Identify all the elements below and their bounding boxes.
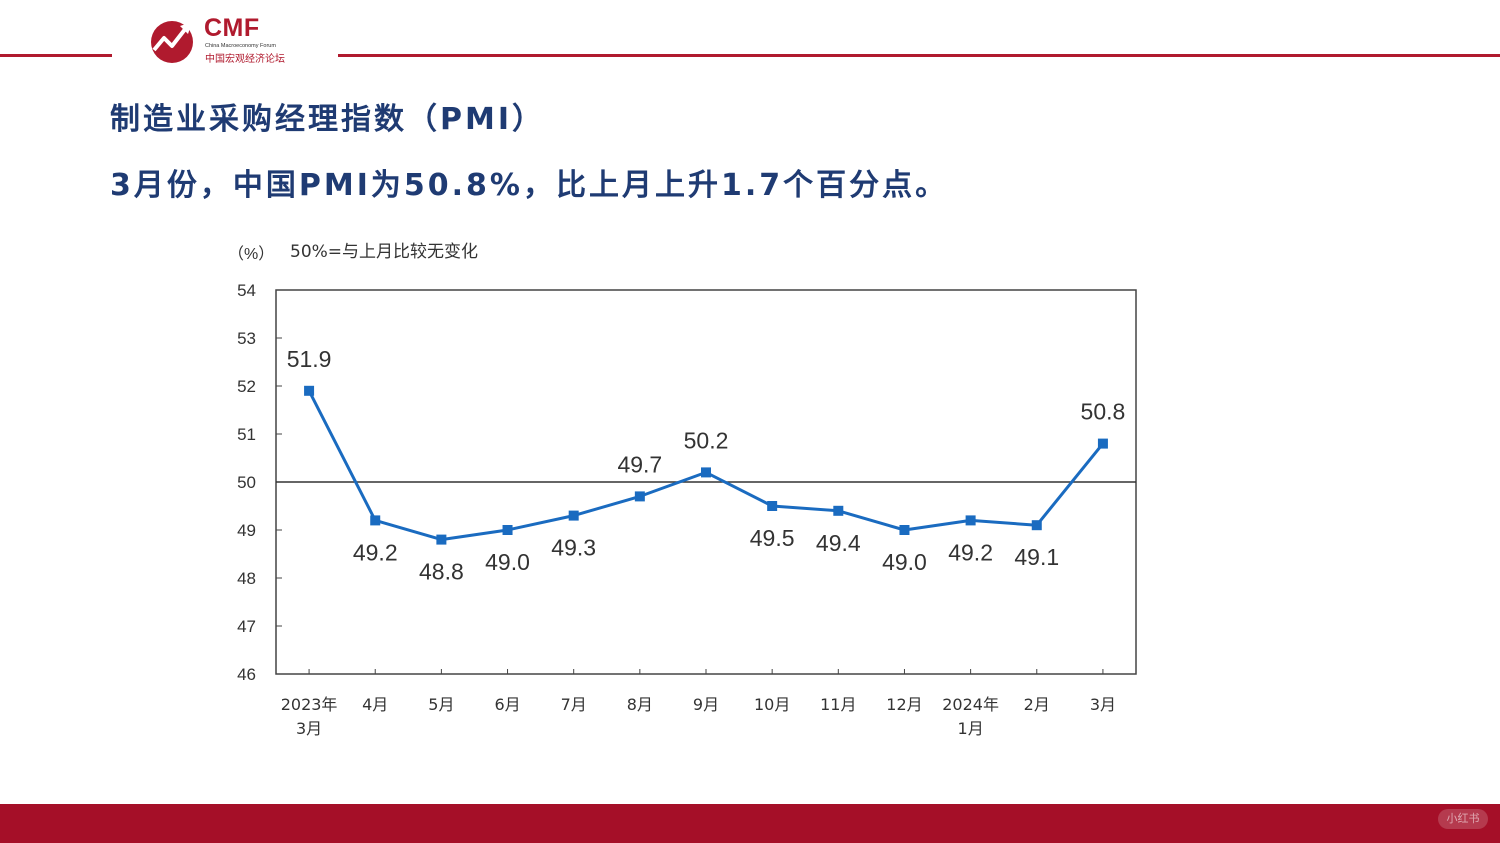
- data-point-marker: [370, 515, 381, 526]
- data-label: 50.8: [1081, 399, 1126, 425]
- cmf-logo: CMF China Macroeconomy Forum 中国宏观经济论坛: [148, 14, 333, 70]
- watermark: 小红书: [1438, 809, 1488, 829]
- data-label: 49.7: [617, 451, 662, 477]
- data-label: 49.0: [882, 549, 927, 575]
- y-tick-label: 50: [237, 473, 256, 492]
- data-label: 49.0: [485, 549, 530, 575]
- y-tick-label: 49: [237, 521, 256, 540]
- data-point-marker: [701, 467, 711, 478]
- data-label: 50.2: [684, 427, 729, 453]
- data-point-marker: [436, 534, 447, 545]
- footer-bar: [0, 804, 1500, 843]
- data-point-marker: [568, 510, 579, 521]
- x-tick-label: 2023年: [281, 695, 338, 714]
- x-tick-label: 2月: [1024, 695, 1050, 714]
- data-point-marker: [965, 515, 976, 526]
- data-label: 49.1: [1014, 544, 1059, 570]
- data-point-marker: [304, 385, 315, 396]
- data-point-marker: [634, 491, 645, 502]
- slide-title: 制造业采购经理指数（PMI）: [110, 102, 546, 137]
- logo-mark-icon: [151, 21, 193, 63]
- x-tick-label: 8月: [627, 695, 653, 714]
- chart-note: 50%=与上月比较无变化: [290, 242, 478, 262]
- y-tick-label: 52: [237, 377, 256, 396]
- data-point-marker: [1097, 438, 1108, 449]
- data-label: 49.4: [816, 530, 861, 556]
- y-tick-label: 54: [237, 281, 256, 300]
- data-label: 48.8: [419, 559, 464, 585]
- logo-subtitle: China Macroeconomy Forum: [205, 43, 276, 49]
- x-tick-label: 3月: [296, 719, 322, 738]
- y-tick-label: 51: [237, 425, 256, 444]
- data-point-marker: [1031, 520, 1042, 531]
- data-label: 49.5: [750, 525, 795, 551]
- logo-chinese-name: 中国宏观经济论坛: [205, 54, 285, 65]
- y-tick-label: 47: [237, 617, 256, 636]
- header-rule-right: [338, 54, 1500, 57]
- x-tick-label: 3月: [1090, 695, 1116, 714]
- y-unit-label: （%）: [228, 245, 274, 263]
- data-point-marker: [502, 525, 513, 535]
- pmi-series-line: [307, 390, 1105, 542]
- slide-subtitle: 3月份，中国PMI为50.8%，比上月上升1.7个百分点。: [110, 168, 949, 203]
- data-label: 49.3: [551, 535, 596, 561]
- data-label: 51.9: [287, 346, 332, 372]
- x-tick-label: 12月: [886, 695, 922, 714]
- logo-title: CMF: [204, 14, 260, 42]
- y-tick-label: 53: [237, 329, 256, 348]
- y-tick-label: 48: [237, 569, 256, 588]
- x-tick-label: 7月: [561, 695, 587, 714]
- x-tick-label: 10月: [754, 695, 790, 714]
- data-point-marker: [833, 505, 844, 516]
- pmi-line-chart: （%） 50%=与上月比较无变化 46 47 48 49 50 51 52 53 54 2023年 3月…: [228, 242, 1137, 738]
- y-tick-label: 46: [237, 665, 256, 684]
- x-tick-label: 9月: [693, 695, 719, 714]
- x-tick-label: 4月: [362, 695, 388, 714]
- x-tick-label: 1月: [958, 719, 984, 738]
- data-label: 49.2: [948, 539, 993, 565]
- data-point-marker: [767, 501, 778, 511]
- x-tick-label: 5月: [428, 695, 454, 714]
- header-rule-left: [0, 54, 112, 57]
- data-point-marker: [899, 525, 910, 535]
- x-tick-label: 11月: [820, 695, 856, 714]
- x-tick-label: 2024年: [942, 695, 999, 714]
- x-tick-label: 6月: [494, 695, 520, 714]
- data-label: 49.2: [353, 539, 398, 565]
